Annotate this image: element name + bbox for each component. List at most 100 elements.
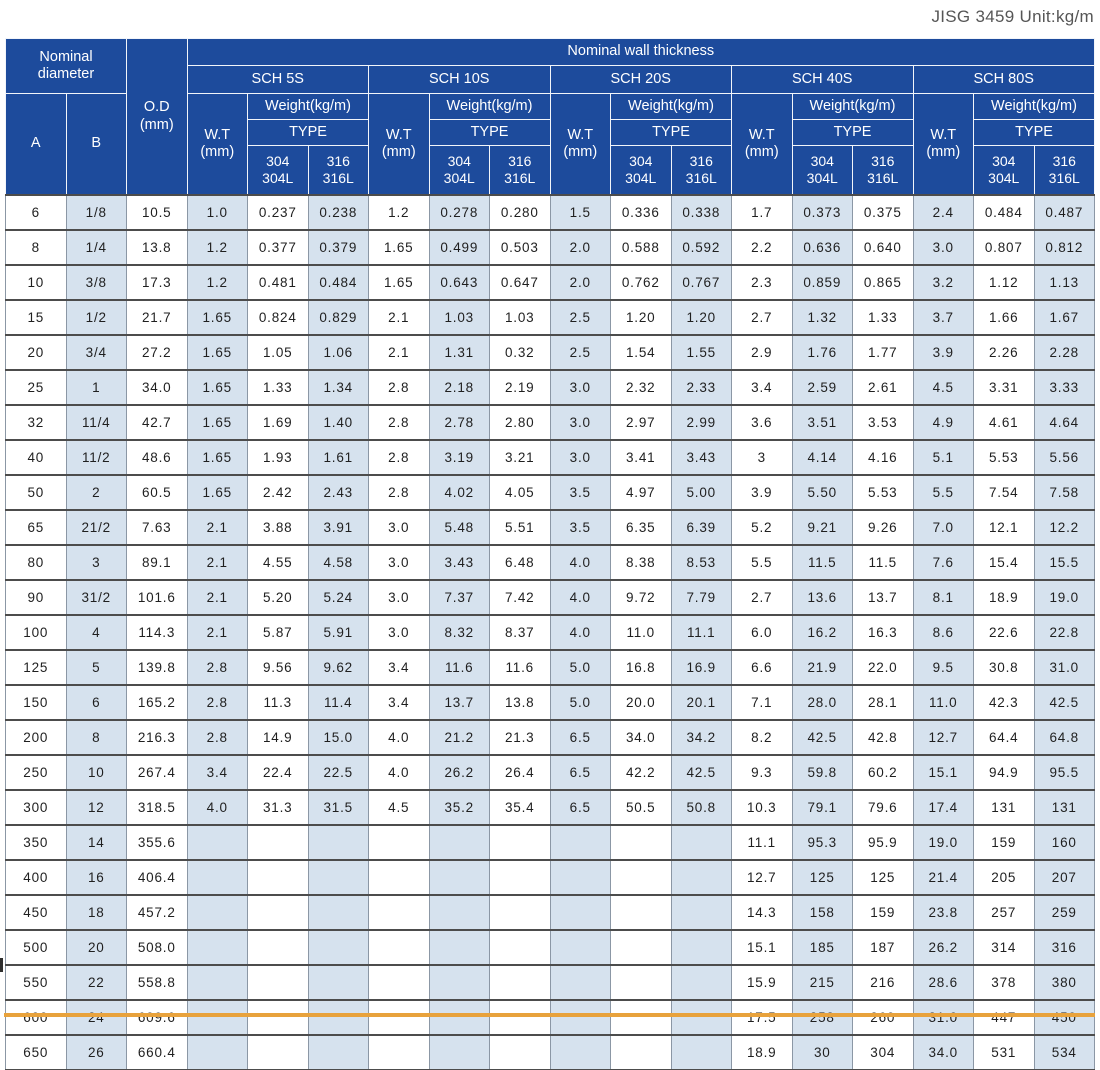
cell (428, 964, 490, 1000)
cell: 9.5 (912, 649, 974, 685)
cell: 20 (65, 929, 127, 965)
cell: 7.79 (670, 579, 732, 615)
cell: 1.2 (186, 229, 248, 265)
cell: 60.2 (852, 754, 914, 790)
cell: 125 (5, 649, 67, 685)
cell (186, 894, 248, 930)
cell: 40 (5, 439, 67, 475)
cell: 13.7 (852, 579, 914, 615)
cell: 11.5 (852, 544, 914, 580)
cell: 1.33 (247, 369, 309, 405)
cell: 26.4 (489, 754, 551, 790)
cell: 5.48 (428, 509, 490, 545)
cell: 2.19 (489, 369, 551, 405)
cell: 100 (5, 614, 67, 650)
cell: 3.53 (852, 404, 914, 440)
cell: 20 (5, 334, 67, 370)
cell: 15 (5, 299, 67, 335)
cell: 13.7 (428, 684, 490, 720)
cell: 50.8 (670, 789, 732, 825)
cell: 21.4 (912, 859, 974, 895)
cell: 35.4 (489, 789, 551, 825)
cell: 6 (5, 194, 67, 230)
cell: 406.4 (126, 859, 188, 895)
cell: 10 (65, 754, 127, 790)
cell: 4.0 (549, 579, 611, 615)
cell: 1.5 (549, 194, 611, 230)
header-type-304: 304 304L (973, 145, 1035, 196)
cell: 160 (1033, 824, 1095, 860)
cell: 3.91 (307, 509, 369, 545)
table-row: 400 16 406.4 12.7 125 125 21.4 205 207 (5, 859, 1095, 895)
cell: 660.4 (126, 1034, 188, 1070)
cell: 11.6 (489, 649, 551, 685)
cell (428, 894, 490, 930)
header-type-316: 316 316L (852, 145, 914, 196)
cell: 1.66 (973, 299, 1035, 335)
cell: 316 (1033, 929, 1095, 965)
table-row: 65 21/2 7.63 2.1 3.88 3.91 3.0 5.48 5.51 3.5 6.35 6… (5, 509, 1095, 545)
cell: 3.19 (428, 439, 490, 475)
cell: 3.21 (489, 439, 551, 475)
cell: 257 (973, 894, 1035, 930)
cell: 1.32 (791, 299, 853, 335)
cell: 7.54 (973, 474, 1035, 510)
cell: 2.0 (549, 264, 611, 300)
cell: 2.78 (428, 404, 490, 440)
cell: 5.00 (670, 474, 732, 510)
cell: 20.1 (670, 684, 732, 720)
cell (670, 859, 732, 895)
cell: 2.61 (852, 369, 914, 405)
cell: 5.5 (731, 544, 793, 580)
cell (610, 824, 672, 860)
cell: 0.592 (670, 229, 732, 265)
cell: 8.38 (610, 544, 672, 580)
cell: 1.65 (368, 229, 430, 265)
header-weight: Weight(kg/m) (791, 93, 914, 120)
cell: 2.33 (670, 369, 732, 405)
cell: 34.2 (670, 719, 732, 755)
cell: 0.824 (247, 299, 309, 335)
cell: 3.4 (368, 649, 430, 685)
cell: 1.34 (307, 369, 369, 405)
cell: 0.643 (428, 264, 490, 300)
table-row: 650 26 660.4 18.9 30 304 34.0 531 534 (5, 1034, 1095, 1070)
cell: 34.0 (126, 369, 188, 405)
cell: 11.5 (791, 544, 853, 580)
cell: 3.51 (791, 404, 853, 440)
cell: 6.5 (549, 719, 611, 755)
cell: 5.50 (791, 474, 853, 510)
cell: 215 (791, 964, 853, 1000)
cell: 9.26 (852, 509, 914, 545)
cell: 0.379 (307, 229, 369, 265)
cell: 65 (5, 509, 67, 545)
table-row: 100 4 114.3 2.1 5.87 5.91 3.0 8.32 8.37 4.0 11.0 11… (5, 614, 1095, 650)
cell: 450 (1033, 999, 1095, 1035)
header-nominal-wall-thickness: Nominal wall thickness (186, 38, 1095, 66)
cell: 3.0 (549, 369, 611, 405)
cell (307, 929, 369, 965)
header-wt: W.T (mm) (368, 93, 430, 196)
cell: 1.06 (307, 334, 369, 370)
cell: 14.3 (731, 894, 793, 930)
cell: 0.767 (670, 264, 732, 300)
cell: 2.8 (368, 404, 430, 440)
cell: 2.42 (247, 474, 309, 510)
cell (549, 1034, 611, 1070)
cell: 2.80 (489, 404, 551, 440)
cell: 80 (5, 544, 67, 580)
cell: 11.0 (912, 684, 974, 720)
header-sch-40s: SCH 40S (731, 65, 914, 94)
cell: 4.14 (791, 439, 853, 475)
cell (610, 859, 672, 895)
cell: 9.3 (731, 754, 793, 790)
cell: 0.32 (489, 334, 551, 370)
cell: 22 (65, 964, 127, 1000)
cell: 125 (791, 859, 853, 895)
cell (247, 859, 309, 895)
cell: 2.8 (368, 439, 430, 475)
cell: 457.2 (126, 894, 188, 930)
cell: 12.7 (731, 859, 793, 895)
cell: 5.87 (247, 614, 309, 650)
cell: 90 (5, 579, 67, 615)
